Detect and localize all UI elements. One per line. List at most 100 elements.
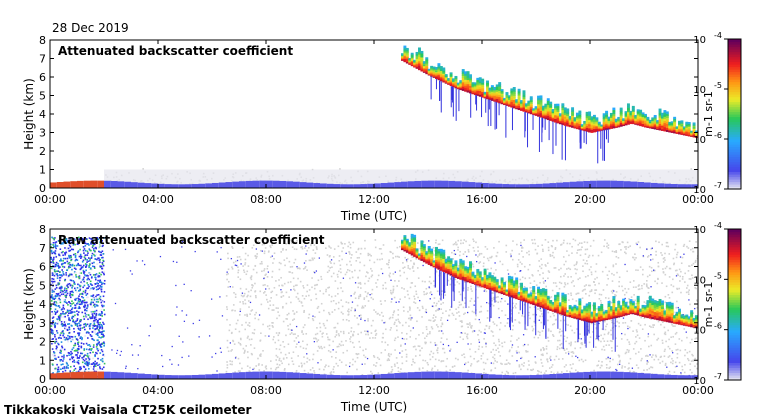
noise-point: [510, 346, 513, 349]
noise-point: [466, 337, 469, 340]
noise-point: [571, 245, 573, 248]
noise-point: [364, 305, 367, 307]
cloud-cell: [585, 123, 589, 126]
cloud-cell: [488, 93, 492, 96]
noise-point: [569, 344, 572, 347]
noise-point: [691, 264, 693, 266]
noise-point: [378, 358, 381, 361]
noise-point: [487, 259, 490, 262]
noise-point: [545, 370, 547, 372]
noise-point: [295, 248, 298, 251]
cloud-cell: [495, 86, 499, 89]
cloud-cell: [554, 109, 558, 112]
noise-point: [491, 299, 493, 302]
noise-point: [693, 373, 696, 376]
aerosol-layer: [414, 180, 422, 188]
noise-point: [289, 271, 291, 273]
noise-point: [466, 323, 468, 325]
noise-point: [283, 259, 286, 261]
noise-point: [389, 272, 391, 275]
noise-point: [239, 278, 242, 281]
cloud-cell: [585, 113, 589, 117]
noise-point: [328, 344, 331, 347]
noise-point: [387, 358, 390, 360]
noise-point: [637, 351, 640, 353]
noise-point: [281, 362, 283, 365]
noise-point: [291, 265, 294, 268]
cloud-cell: [546, 98, 550, 101]
noise-point: [589, 245, 592, 247]
noise-point: [433, 284, 436, 287]
noise-point: [65, 239, 67, 241]
noise-point: [278, 261, 281, 264]
noise-point: [532, 328, 535, 330]
noise-point: [409, 317, 412, 319]
noise-point: [271, 309, 274, 311]
cloud-cell: [558, 114, 562, 116]
cloud-cell: [466, 79, 470, 83]
cloud-cell: [575, 120, 579, 123]
noise-point: [570, 351, 573, 354]
cloud-cell: [665, 119, 669, 122]
noise-point: [380, 303, 383, 305]
noise-point: [417, 277, 420, 279]
cloud-cell: [617, 120, 621, 123]
noise-point: [478, 329, 481, 332]
noise-point: [442, 332, 444, 335]
cloud-cell: [498, 92, 502, 96]
noise-point: [591, 304, 594, 307]
noise-point: [297, 355, 300, 357]
cloud-cell: [527, 108, 531, 110]
noise-point: [520, 247, 523, 249]
cloud-cell: [556, 111, 560, 114]
noise-point: [652, 354, 654, 356]
noise-point: [558, 358, 560, 361]
noise-point: [694, 331, 697, 333]
colorbar-cell: [728, 81, 741, 85]
noise-point: [493, 272, 495, 275]
noise-point: [290, 242, 293, 245]
noise-point: [694, 261, 697, 263]
noise-point: [283, 345, 286, 348]
noise-point: [357, 333, 359, 336]
noise-point: [255, 271, 258, 274]
cloud-cell: [658, 123, 662, 127]
cloud-cell: [656, 125, 660, 128]
noise-point: [244, 262, 247, 264]
noise-point: [635, 303, 637, 305]
noise-point: [404, 296, 406, 298]
noise-point: [619, 243, 621, 245]
noise-point: [380, 248, 382, 250]
noise-point: [581, 343, 583, 346]
cloud-cell: [546, 108, 550, 112]
noise-point: [632, 256, 635, 259]
noise-point: [648, 265, 651, 268]
noise-point: [82, 286, 84, 289]
cloud-cell: [651, 117, 655, 119]
noise-point: [555, 285, 558, 288]
noise-point: [589, 290, 591, 293]
cloud-cell: [600, 129, 604, 131]
noise-point: [246, 365, 249, 367]
noise-point: [484, 328, 486, 331]
noise-point: [601, 361, 603, 363]
noise-point: [81, 338, 83, 341]
cloud-cell: [558, 120, 562, 123]
noise-point: [384, 300, 386, 302]
noise-point: [323, 324, 326, 327]
noise-point: [398, 320, 400, 323]
cloud-cell: [690, 130, 694, 132]
noise-point: [664, 267, 667, 270]
cloud-cell: [629, 121, 633, 123]
cloud-cell: [585, 119, 589, 123]
cloud-cell: [532, 110, 536, 112]
cloud-cell: [444, 77, 448, 80]
cloud-cell: [663, 126, 667, 130]
noise-point: [281, 306, 284, 309]
cloud-cell: [653, 116, 657, 119]
noise-point: [641, 273, 644, 276]
noise-point: [647, 255, 650, 257]
noise-point: [371, 270, 373, 272]
noise-point: [422, 332, 424, 334]
noise-point: [292, 310, 294, 312]
